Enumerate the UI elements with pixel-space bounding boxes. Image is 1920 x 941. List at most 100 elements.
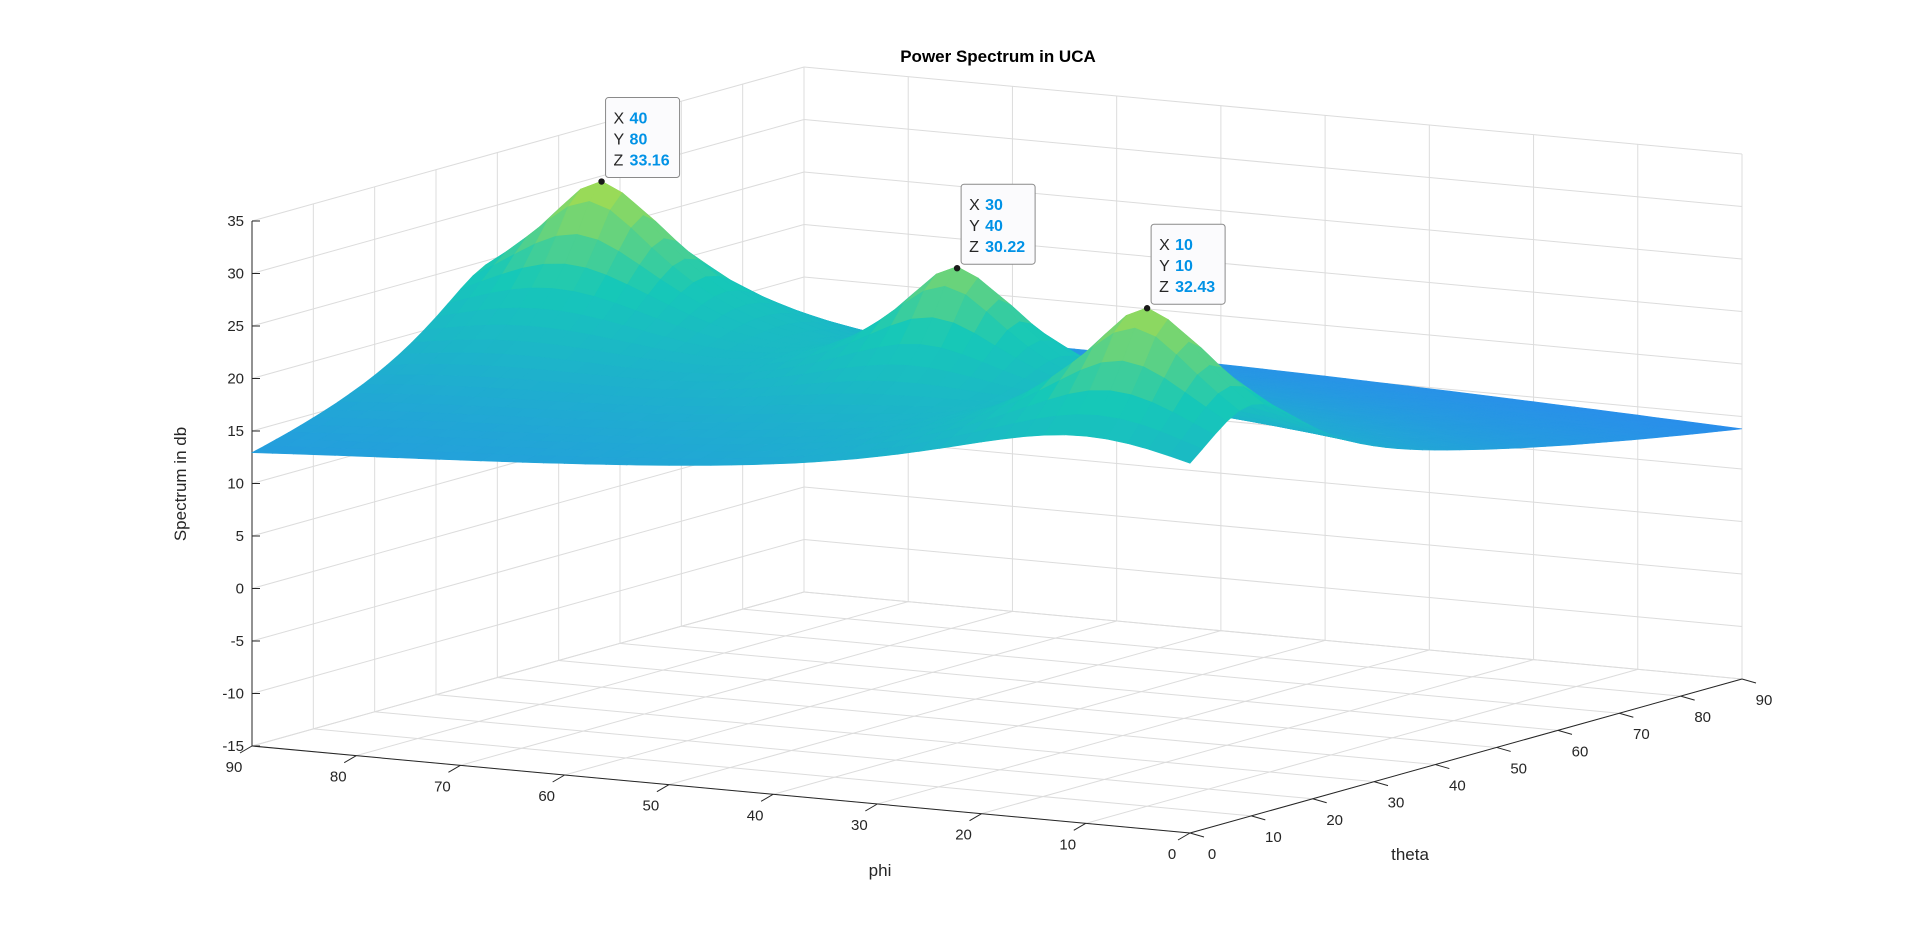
grid-line [803,171,1743,260]
grid-line [619,642,1559,731]
datatip[interactable]: X 10 Y 10 Z 32.43 [1143,223,1226,312]
grid-line [564,620,1117,776]
x-tick-label: 50 [1510,760,1527,777]
z-tick-label: -15 [222,738,244,755]
z-tick-label: -5 [231,633,244,650]
y-tick-label: 50 [643,798,660,815]
y-tick-label: 90 [226,759,243,776]
x-tick-label: 60 [1572,743,1589,760]
x-axis-label: theta [1391,845,1429,864]
datatip-box [960,183,1036,265]
ticks-layer: 35302520151050-5-10-15010203040506070809… [222,213,1772,863]
z-tick-label: 15 [227,423,244,440]
y-tick-label: 0 [1168,846,1176,863]
grid-line [981,659,1534,815]
z-tick-label: 10 [227,476,244,493]
datatip-x-key: X [614,111,625,128]
grid-line [668,630,1222,786]
x-tick-mark [1496,746,1511,752]
datatip-z-key: Z [969,239,979,256]
x-tick-label: 80 [1694,709,1711,726]
grid-line [558,659,1497,748]
y-tick-label: 10 [1059,836,1076,853]
y-axis-line [251,745,1191,834]
y-tick-label: 70 [434,778,451,795]
x-tick-mark [1251,815,1266,821]
y-tick-mark [1073,822,1087,831]
datatip-x-key: X [1159,237,1170,254]
y-tick-label: 40 [747,807,764,824]
grid-line [251,539,805,694]
datatip-x-value: 10 [1175,237,1193,254]
datatip-marker[interactable] [953,264,961,272]
x-tick-mark [1373,781,1389,787]
y-tick-label: 30 [851,817,868,834]
grid-line [374,711,1313,800]
x-tick-label: 40 [1449,778,1466,795]
surface-layer [250,180,1743,466]
grid-line [251,119,805,274]
datatip-marker[interactable] [1143,305,1151,312]
grid-line [803,434,1743,522]
grid-line [1085,668,1638,824]
x-tick-label: 30 [1388,795,1405,812]
datatip-y-key: Y [1159,258,1170,275]
grid-line [803,486,1743,575]
z-tick-label: 25 [227,318,244,335]
datatip[interactable]: X 40 Y 80 Z 33.16 [598,97,681,185]
x-tick-mark [1741,678,1757,684]
datatip-z-key: Z [614,153,624,170]
datatip-z-key: Z [1159,279,1169,296]
grid-line [435,694,1375,783]
x-axis-line [1189,678,1743,834]
x-tick-mark [1189,832,1205,838]
grid-line [251,486,805,642]
datatip-box [1150,223,1226,305]
x-tick-mark [1435,764,1450,770]
y-tick-mark [969,813,982,822]
datatip-x-value: 30 [985,197,1003,214]
z-tick-label: 0 [236,581,244,598]
y-tick-mark [343,755,357,764]
grid-line [313,728,1252,817]
datatip-x-key: X [969,197,980,214]
y-tick-mark [656,784,670,793]
datatip-z-value: 33.16 [630,153,670,170]
datatips-layer[interactable]: X 40 Y 80 Z 33.16 X 30 Y 40 Z 30.22 X 10 Y 10 Z 32.43 [598,97,1226,312]
x-tick-label: 0 [1208,846,1216,863]
grid-line [460,610,1013,766]
grid-line [681,625,1620,714]
datatip-y-key: Y [969,218,980,235]
datatip-marker[interactable] [598,178,605,185]
datatip-y-value: 80 [630,132,648,149]
grid-line [877,649,1430,805]
datatip-z-value: 30.22 [985,239,1025,256]
x-tick-mark [1557,729,1573,735]
grid-line [251,591,805,747]
y-tick-mark [760,793,774,802]
z-tick-label: 5 [236,528,244,545]
y-tick-label: 80 [330,769,347,786]
y-tick-mark [1177,832,1191,841]
x-tick-mark [1312,798,1327,804]
grid-line [742,608,1681,697]
grid-line [772,639,1326,795]
grid-line [251,66,805,222]
x-tick-label: 20 [1326,812,1343,829]
x-tick-mark [1619,712,1634,718]
datatip-x-value: 40 [630,111,648,128]
datatip-y-value: 40 [985,218,1003,235]
z-tick-label: 20 [227,371,244,388]
datatip[interactable]: X 30 Y 40 Z 30.22 [953,183,1036,272]
y-tick-mark [865,803,878,812]
grid-line [803,591,1743,680]
x-tick-label: 90 [1756,692,1773,709]
y-tick-label: 20 [955,827,972,844]
y-tick-mark [239,745,253,754]
datatip-z-value: 32.43 [1175,279,1215,296]
chart-title: Power Spectrum in UCA [900,47,1096,66]
y-tick-label: 60 [538,788,555,805]
y-tick-mark [552,774,565,783]
